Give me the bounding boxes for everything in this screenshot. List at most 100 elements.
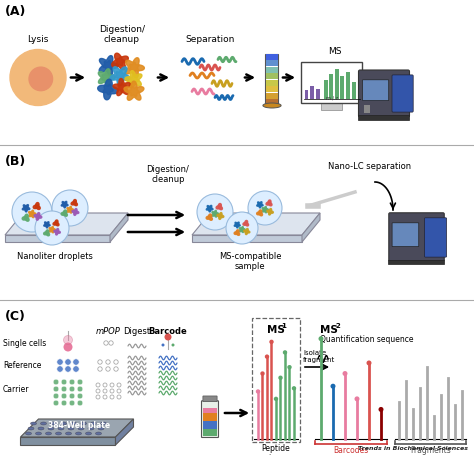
Polygon shape	[28, 210, 36, 217]
Circle shape	[69, 386, 75, 392]
Polygon shape	[73, 210, 77, 214]
Polygon shape	[36, 205, 38, 208]
Text: Digestion/
cleanup: Digestion/ cleanup	[146, 165, 190, 184]
Polygon shape	[115, 71, 125, 81]
Polygon shape	[116, 419, 134, 445]
Polygon shape	[72, 208, 79, 215]
Bar	[316, 89, 319, 98]
Polygon shape	[212, 210, 219, 217]
Text: (C): (C)	[5, 310, 26, 323]
Ellipse shape	[38, 427, 44, 430]
Polygon shape	[45, 232, 48, 235]
Polygon shape	[5, 213, 128, 235]
Text: Nano-LC separation: Nano-LC separation	[328, 162, 411, 171]
Polygon shape	[53, 220, 59, 226]
Bar	[266, 86, 278, 92]
Circle shape	[260, 371, 264, 376]
Circle shape	[53, 386, 59, 392]
FancyBboxPatch shape	[363, 80, 389, 101]
Polygon shape	[206, 205, 213, 212]
Polygon shape	[234, 222, 240, 228]
Polygon shape	[264, 208, 267, 211]
Polygon shape	[99, 56, 118, 76]
Ellipse shape	[98, 427, 104, 430]
Polygon shape	[208, 216, 211, 219]
Polygon shape	[36, 215, 40, 218]
Bar	[265, 54, 279, 106]
Polygon shape	[245, 230, 248, 233]
Bar	[310, 86, 314, 98]
Polygon shape	[129, 75, 138, 84]
Bar	[203, 421, 217, 430]
Text: m / z: m / z	[326, 95, 338, 100]
Polygon shape	[22, 214, 29, 221]
Polygon shape	[63, 203, 66, 206]
Circle shape	[77, 386, 83, 392]
Circle shape	[57, 366, 63, 372]
Circle shape	[172, 344, 174, 347]
Text: Barcode: Barcode	[149, 327, 187, 336]
Ellipse shape	[263, 103, 281, 108]
Circle shape	[69, 393, 75, 399]
FancyBboxPatch shape	[389, 213, 444, 261]
Polygon shape	[34, 212, 42, 220]
Bar	[358, 115, 409, 120]
Circle shape	[64, 343, 73, 352]
Circle shape	[53, 379, 59, 385]
Ellipse shape	[85, 432, 91, 435]
Polygon shape	[24, 216, 28, 220]
FancyBboxPatch shape	[392, 75, 413, 112]
Circle shape	[226, 212, 258, 244]
Circle shape	[319, 336, 323, 341]
Polygon shape	[110, 67, 130, 86]
Circle shape	[77, 400, 83, 406]
Circle shape	[162, 344, 164, 347]
Text: Separation: Separation	[185, 35, 235, 45]
Bar	[321, 101, 343, 110]
Bar	[266, 67, 278, 73]
Bar	[329, 74, 333, 98]
Ellipse shape	[26, 432, 31, 435]
Polygon shape	[268, 210, 272, 213]
Text: 2: 2	[336, 323, 341, 329]
Bar	[203, 413, 217, 421]
Text: Fragments: Fragments	[410, 446, 451, 455]
Polygon shape	[73, 202, 76, 204]
Polygon shape	[234, 230, 240, 235]
Polygon shape	[206, 214, 212, 220]
Text: Lysis: Lysis	[27, 35, 49, 45]
Polygon shape	[50, 228, 54, 231]
Bar	[203, 430, 217, 436]
Polygon shape	[256, 210, 263, 216]
Polygon shape	[216, 203, 222, 210]
Ellipse shape	[46, 432, 52, 435]
Text: (A): (A)	[5, 5, 27, 18]
Circle shape	[65, 359, 71, 365]
Bar	[266, 60, 278, 66]
Polygon shape	[110, 213, 128, 242]
Polygon shape	[245, 222, 247, 225]
Ellipse shape	[58, 427, 64, 430]
Circle shape	[65, 366, 71, 372]
Ellipse shape	[81, 422, 86, 425]
Text: MS: MS	[320, 325, 338, 335]
Bar	[346, 72, 350, 98]
Bar	[389, 259, 444, 263]
Polygon shape	[71, 199, 77, 206]
Ellipse shape	[78, 427, 84, 430]
Ellipse shape	[28, 427, 34, 430]
Text: Trends in Biochemical Sciences: Trends in Biochemical Sciences	[358, 446, 468, 451]
Text: Digest: Digest	[123, 327, 151, 336]
Bar	[266, 73, 278, 79]
Bar	[364, 105, 370, 112]
Polygon shape	[267, 208, 273, 215]
Polygon shape	[30, 212, 34, 216]
Polygon shape	[45, 223, 48, 226]
Ellipse shape	[91, 422, 97, 425]
Circle shape	[73, 366, 79, 372]
FancyBboxPatch shape	[392, 223, 419, 247]
Polygon shape	[20, 437, 116, 445]
Ellipse shape	[30, 422, 36, 425]
Polygon shape	[240, 228, 244, 231]
FancyBboxPatch shape	[358, 70, 410, 117]
